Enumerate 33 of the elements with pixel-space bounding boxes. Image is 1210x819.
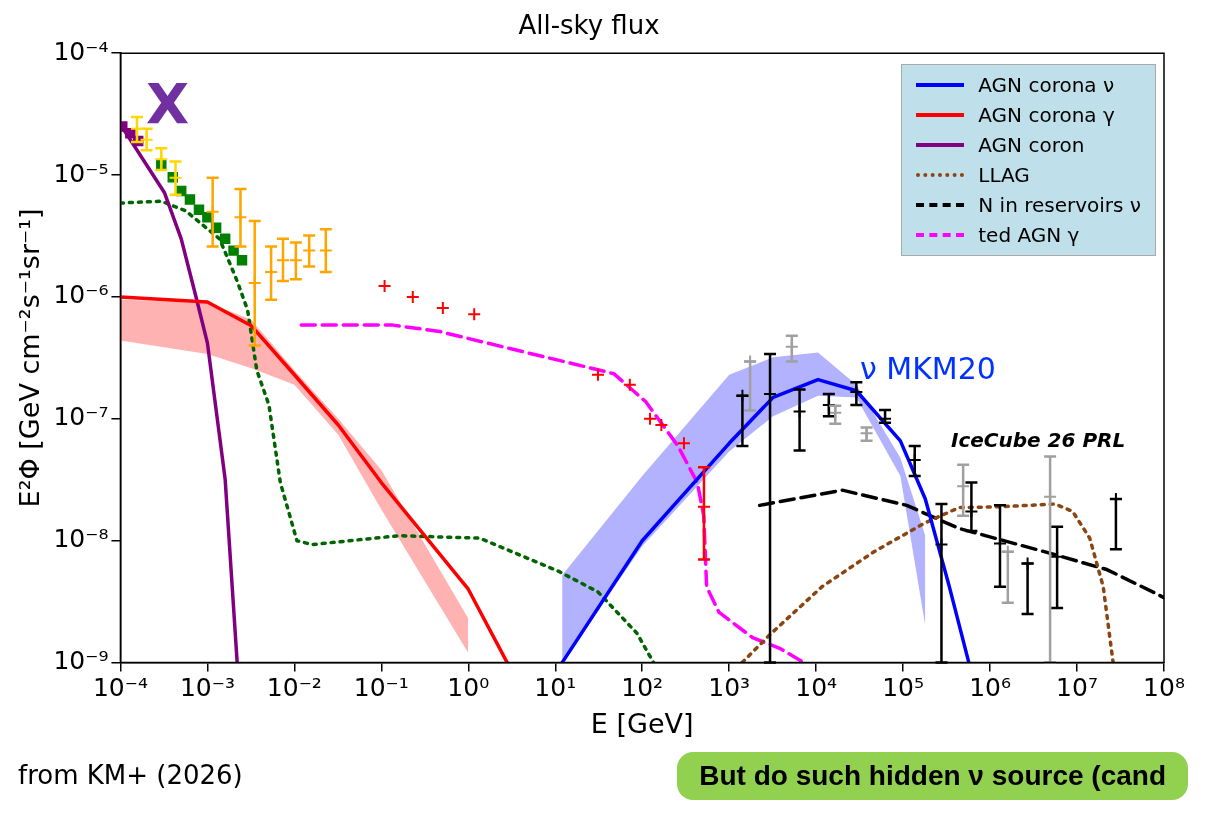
x-tick-label: 10⁶ [969, 673, 1011, 703]
annotation: IceCube 26 PRL [951, 428, 1126, 452]
y-tick-label: 10⁻⁷ [53, 402, 109, 432]
y-tick-label: 10⁻⁴ [53, 36, 109, 66]
legend-label: AGN corona ν [978, 73, 1115, 97]
x-axis-title: E [GeV] [590, 707, 694, 739]
y-tick-label: 10⁻⁵ [53, 158, 109, 188]
legend-label: AGN corona γ [978, 103, 1115, 127]
x-tick-label: 10³ [708, 673, 751, 703]
x-tick-label: 10¹ [534, 673, 577, 703]
x-tick-label: 10⁻⁴ [92, 673, 148, 703]
x-tick-label: 10⁻² [266, 673, 322, 703]
x-tick-label: 10⁻³ [179, 673, 235, 703]
annotation: ν MKM20 [860, 351, 996, 386]
legend-label: N in reservoirs ν [978, 193, 1141, 217]
x-tick-label: 10⁰ [447, 673, 490, 703]
y-tick-label: 10⁻⁶ [53, 280, 109, 310]
x-tick-label: 10⁴ [795, 673, 838, 703]
x-tick-label: 10² [621, 673, 664, 703]
y-tick-label: 10⁻⁸ [53, 524, 109, 554]
y-tick-label: 10⁻⁹ [53, 646, 109, 676]
x-tick-label: 10⁷ [1056, 673, 1098, 703]
legend-label: AGN coron [978, 133, 1085, 157]
y-axis-title: E²Φ [GeV cm⁻²s⁻¹sr⁻¹] [14, 208, 46, 508]
legend-label: ted AGN γ [978, 223, 1080, 247]
x-tick-label: 10⁸ [1143, 673, 1185, 703]
text: from KM+ (2026) [18, 760, 243, 790]
x-tick-label: 10⁻¹ [353, 673, 409, 703]
legend-label: LLAG [978, 163, 1030, 187]
chart-title: All-sky flux [518, 10, 660, 41]
annotation: X [146, 71, 190, 136]
text: But do such hidden ν source (cand [677, 752, 1188, 800]
x-tick-label: 10⁵ [882, 673, 925, 703]
